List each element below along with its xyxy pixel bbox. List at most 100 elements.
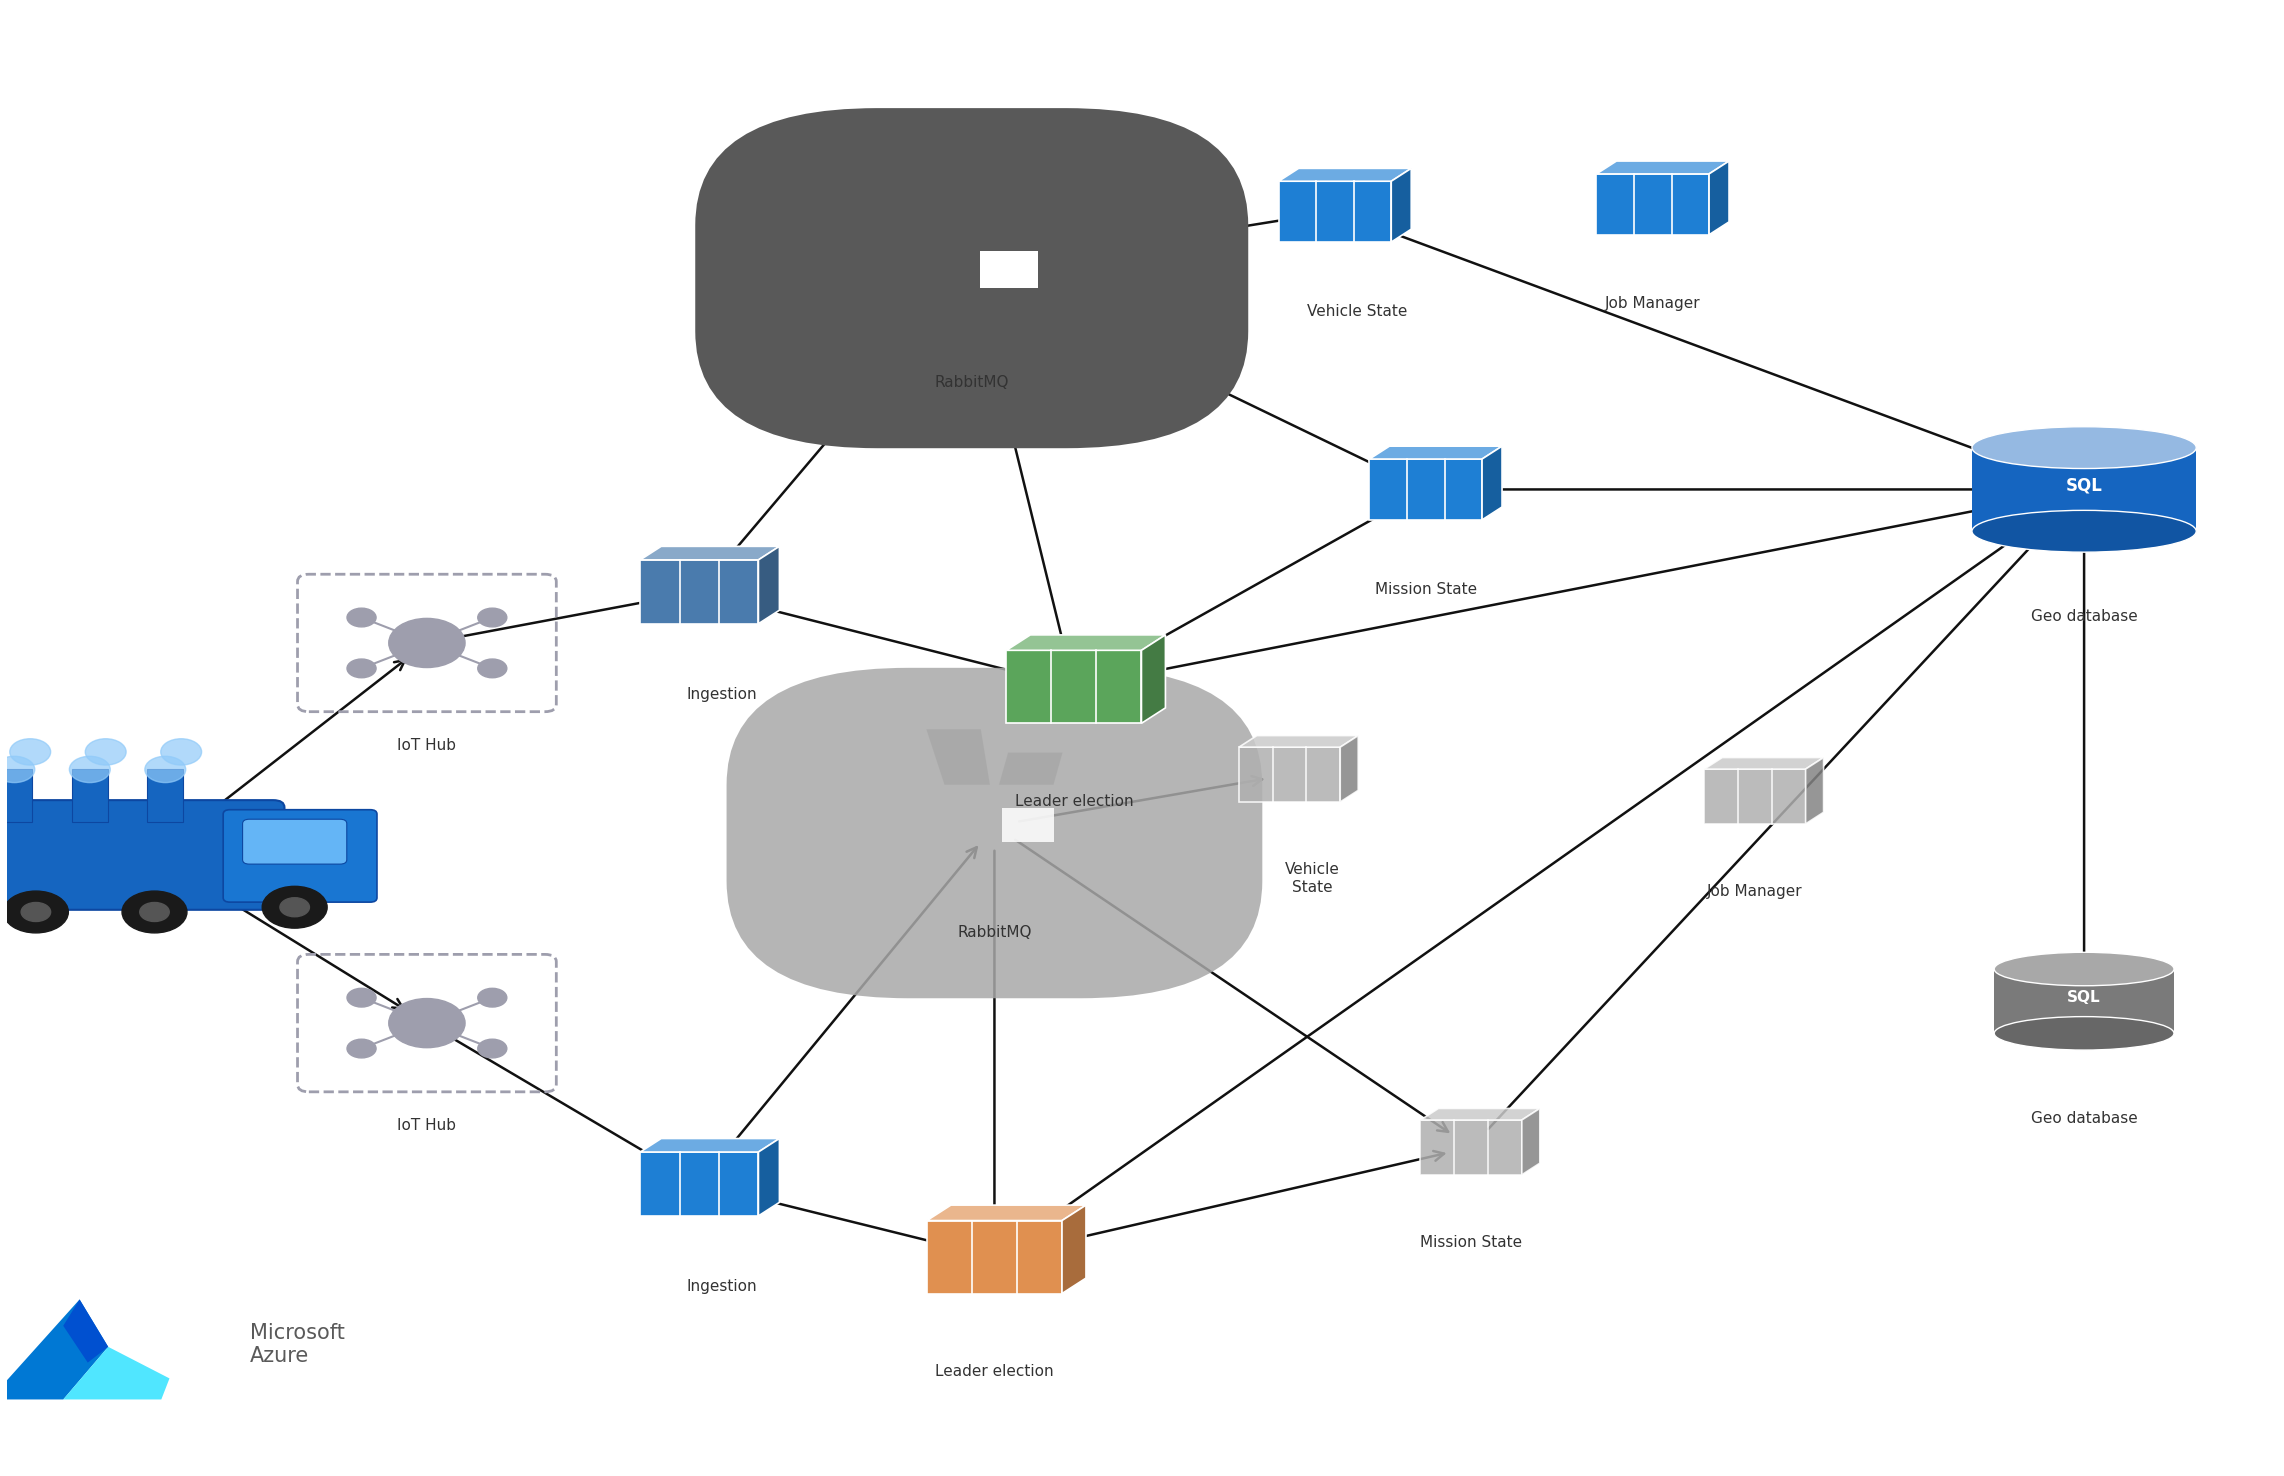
Ellipse shape — [1994, 952, 2174, 986]
Circle shape — [347, 660, 377, 677]
Polygon shape — [1704, 757, 1823, 769]
Polygon shape — [1142, 635, 1165, 723]
FancyArrowPatch shape — [2078, 515, 2090, 973]
Text: IoT Hub: IoT Hub — [397, 1119, 457, 1134]
Polygon shape — [1370, 446, 1503, 459]
FancyBboxPatch shape — [224, 810, 377, 902]
Polygon shape — [640, 546, 779, 559]
FancyArrowPatch shape — [174, 660, 404, 840]
Text: Leader election: Leader election — [934, 1364, 1053, 1379]
Polygon shape — [1482, 446, 1503, 520]
FancyArrowPatch shape — [1099, 492, 2058, 682]
Text: Geo database: Geo database — [2030, 610, 2138, 624]
Polygon shape — [1238, 735, 1359, 747]
Circle shape — [0, 756, 34, 782]
FancyArrowPatch shape — [715, 847, 978, 1165]
Polygon shape — [640, 1151, 758, 1216]
FancyArrowPatch shape — [1450, 484, 2056, 494]
Text: Vehicle State: Vehicle State — [1306, 304, 1407, 319]
FancyBboxPatch shape — [71, 769, 107, 822]
Polygon shape — [1708, 161, 1729, 235]
FancyArrowPatch shape — [452, 593, 671, 638]
Circle shape — [388, 618, 466, 667]
Polygon shape — [1421, 1108, 1539, 1120]
Circle shape — [281, 897, 308, 917]
Ellipse shape — [1971, 427, 2197, 468]
FancyBboxPatch shape — [1971, 447, 2197, 531]
Circle shape — [477, 1039, 507, 1058]
FancyArrowPatch shape — [978, 294, 1069, 660]
Polygon shape — [1597, 161, 1729, 174]
FancyBboxPatch shape — [146, 769, 183, 822]
FancyBboxPatch shape — [0, 800, 286, 909]
Polygon shape — [898, 164, 966, 226]
Polygon shape — [640, 559, 758, 624]
Polygon shape — [640, 1138, 779, 1151]
Text: Ingestion: Ingestion — [687, 1280, 758, 1294]
Circle shape — [69, 756, 110, 782]
Circle shape — [477, 608, 507, 627]
Polygon shape — [1279, 168, 1412, 182]
Polygon shape — [927, 1221, 1062, 1293]
FancyBboxPatch shape — [1003, 809, 1055, 843]
Polygon shape — [927, 729, 989, 785]
Polygon shape — [927, 1204, 1085, 1221]
FancyArrowPatch shape — [989, 850, 1000, 1230]
Polygon shape — [1421, 1120, 1521, 1175]
Text: Job Manager: Job Manager — [1706, 884, 1802, 899]
Circle shape — [9, 738, 50, 765]
Text: Mission State: Mission State — [1421, 1235, 1521, 1250]
Polygon shape — [1007, 635, 1165, 651]
Polygon shape — [1704, 769, 1807, 824]
Polygon shape — [1341, 735, 1359, 801]
Text: Microsoft
Azure: Microsoft Azure — [249, 1322, 345, 1367]
Polygon shape — [1062, 1204, 1085, 1293]
Polygon shape — [978, 190, 1046, 226]
Circle shape — [144, 756, 185, 782]
Circle shape — [388, 999, 466, 1048]
Polygon shape — [1521, 1108, 1539, 1175]
FancyArrowPatch shape — [724, 1190, 968, 1253]
Text: Vehicle
State: Vehicle State — [1286, 862, 1341, 894]
FancyBboxPatch shape — [1994, 970, 2174, 1033]
Polygon shape — [1807, 757, 1823, 824]
FancyBboxPatch shape — [694, 108, 1249, 449]
FancyBboxPatch shape — [0, 769, 32, 822]
Polygon shape — [1597, 174, 1708, 235]
Circle shape — [347, 989, 377, 1007]
Circle shape — [477, 660, 507, 677]
FancyArrowPatch shape — [724, 598, 1046, 682]
FancyArrowPatch shape — [176, 868, 404, 1008]
Polygon shape — [64, 1346, 169, 1399]
FancyArrowPatch shape — [1014, 840, 1448, 1132]
FancyBboxPatch shape — [242, 819, 347, 863]
Polygon shape — [0, 1299, 107, 1399]
Circle shape — [121, 892, 187, 933]
Circle shape — [85, 738, 126, 765]
Polygon shape — [1391, 168, 1412, 242]
Circle shape — [139, 902, 169, 921]
Polygon shape — [1279, 182, 1391, 242]
Text: SQL: SQL — [2067, 990, 2101, 1005]
Text: Leader election: Leader election — [1014, 794, 1133, 809]
FancyArrowPatch shape — [1019, 776, 1263, 822]
Text: Job Manager: Job Manager — [1606, 297, 1702, 311]
FancyArrowPatch shape — [1489, 509, 2065, 1129]
Text: RabbitMQ: RabbitMQ — [957, 925, 1032, 940]
Text: IoT Hub: IoT Hub — [397, 738, 457, 753]
FancyBboxPatch shape — [980, 251, 1037, 288]
FancyBboxPatch shape — [726, 667, 1263, 998]
Circle shape — [263, 886, 327, 928]
Polygon shape — [1007, 651, 1142, 723]
Circle shape — [2, 892, 69, 933]
FancyArrowPatch shape — [715, 291, 955, 573]
FancyArrowPatch shape — [1359, 220, 2058, 481]
FancyArrowPatch shape — [1014, 505, 2062, 1243]
Text: Geo database: Geo database — [2030, 1111, 2138, 1126]
Ellipse shape — [1994, 1017, 2174, 1049]
FancyArrowPatch shape — [996, 213, 1306, 266]
Ellipse shape — [1971, 511, 2197, 552]
FancyArrowPatch shape — [1096, 503, 1402, 675]
Polygon shape — [1370, 459, 1482, 520]
FancyArrowPatch shape — [448, 1036, 676, 1170]
